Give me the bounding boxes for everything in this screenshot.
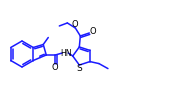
Text: HN: HN — [60, 49, 72, 57]
Text: O: O — [71, 20, 78, 29]
Text: O: O — [52, 63, 58, 73]
Text: S: S — [76, 63, 82, 73]
Text: O: O — [89, 27, 96, 36]
